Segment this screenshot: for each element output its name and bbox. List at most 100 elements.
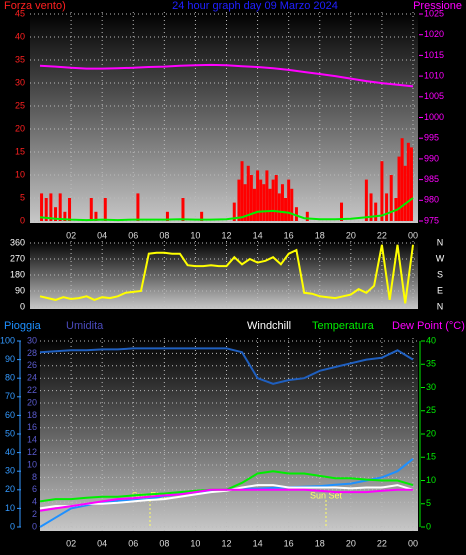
x-tick-label: 06 xyxy=(128,230,138,240)
x-tick-label: 02 xyxy=(66,230,76,240)
y-tick-label: 20 xyxy=(426,428,436,438)
y-tick-label: 995 xyxy=(424,133,439,143)
x-tick-label: 12 xyxy=(221,538,231,548)
legend-entry: Umidita xyxy=(66,320,104,332)
x-tick-label: 20 xyxy=(346,538,356,548)
y-tick-label: 50 xyxy=(5,428,15,438)
x-tick-label: 22 xyxy=(377,230,387,240)
y-tick-label: 1025 xyxy=(424,8,444,18)
y-tick-label: 35 xyxy=(426,359,436,369)
y-tick-label: 270 xyxy=(10,253,25,263)
bar xyxy=(262,184,266,221)
bar xyxy=(243,184,247,221)
bar xyxy=(340,202,344,221)
compass-label: E xyxy=(437,285,443,295)
bar xyxy=(136,193,140,221)
x-tick-label: 02 xyxy=(66,538,76,548)
legend-entry: Pioggia xyxy=(4,320,42,332)
bar xyxy=(369,193,373,221)
y-axis-title: Forza vento) xyxy=(4,0,66,12)
bar xyxy=(268,188,272,221)
y-tick-label: 2 xyxy=(32,509,37,519)
y-tick-label: 360 xyxy=(10,237,25,247)
y-tick-label: 100 xyxy=(0,335,15,345)
y-tick-label: 20 xyxy=(15,123,25,133)
bar xyxy=(271,179,275,221)
line xyxy=(39,244,414,304)
bar xyxy=(54,207,58,221)
plot-area xyxy=(30,241,418,309)
bar xyxy=(181,198,185,221)
y-tick-label: 40 xyxy=(426,335,436,345)
y-tick-label: 24 xyxy=(27,373,37,383)
y-tick-label: 5 xyxy=(426,498,431,508)
bar xyxy=(400,138,404,221)
y-tick-label: 0 xyxy=(32,521,37,531)
bar xyxy=(68,198,72,221)
plot-area xyxy=(40,338,418,531)
x-tick-label: 08 xyxy=(159,538,169,548)
y-tick-label: 0 xyxy=(10,521,15,531)
bar xyxy=(259,179,263,221)
x-tick-label: 10 xyxy=(190,538,200,548)
y-tick-label: 12 xyxy=(27,447,37,457)
compass-label: S xyxy=(437,269,443,279)
x-tick-label: 06 xyxy=(128,538,138,548)
compass-label: N xyxy=(437,237,444,247)
x-tick-label: 14 xyxy=(253,538,263,548)
bar xyxy=(103,198,107,221)
line xyxy=(39,347,414,385)
y-tick-label: 90 xyxy=(15,285,25,295)
compass-label: N xyxy=(437,301,444,311)
bar xyxy=(89,198,93,221)
y-tick-label: 0 xyxy=(20,215,25,225)
y-tick-label: 40 xyxy=(5,447,15,457)
compass-label: W xyxy=(436,253,445,263)
y-tick-label: 10 xyxy=(5,503,15,513)
x-tick-label: 16 xyxy=(284,538,294,548)
y-tick-label: 985 xyxy=(424,174,439,184)
x-tick-label: 00 xyxy=(408,230,418,240)
y-tick-label: 1005 xyxy=(424,91,444,101)
bar xyxy=(232,202,236,221)
y-tick-label: 90 xyxy=(5,354,15,364)
y-tick-label: 10 xyxy=(27,459,37,469)
x-tick-label: 12 xyxy=(221,230,231,240)
y-tick-label: 60 xyxy=(5,410,15,420)
x-tick-label: 18 xyxy=(315,538,325,548)
y-tick-label: 980 xyxy=(424,195,439,205)
x-tick-label: 00 xyxy=(408,538,418,548)
line xyxy=(39,488,413,512)
bar xyxy=(246,165,250,221)
y-tick-label: 1020 xyxy=(424,29,444,39)
y-tick-label: 180 xyxy=(10,269,25,279)
bar xyxy=(374,202,378,221)
legend-entry: Dew Point (°C) xyxy=(392,320,465,332)
y2-axis-title: Pressione xyxy=(413,0,462,12)
bar xyxy=(256,170,260,221)
x-tick-label: 18 xyxy=(315,230,325,240)
x-tick-label: 20 xyxy=(346,230,356,240)
y-tick-label: 70 xyxy=(5,391,15,401)
line xyxy=(39,63,414,88)
bar xyxy=(287,179,291,221)
x-tick-label: 22 xyxy=(377,538,387,548)
bar xyxy=(364,179,368,221)
y-tick-label: 990 xyxy=(424,153,439,163)
bar xyxy=(277,193,281,221)
y-tick-label: 30 xyxy=(426,382,436,392)
x-tick-label: 14 xyxy=(253,230,263,240)
y-tick-label: 28 xyxy=(27,348,37,358)
bar xyxy=(58,193,62,221)
y-tick-label: 0 xyxy=(426,521,431,531)
y-tick-label: 30 xyxy=(15,77,25,87)
bar xyxy=(380,161,384,221)
bar xyxy=(290,188,294,221)
bar xyxy=(252,188,256,221)
annotation: Sun Set xyxy=(310,490,343,500)
y-tick-label: 30 xyxy=(27,335,37,345)
bar xyxy=(294,207,298,221)
y-tick-label: 25 xyxy=(15,100,25,110)
y-tick-label: 20 xyxy=(27,397,37,407)
